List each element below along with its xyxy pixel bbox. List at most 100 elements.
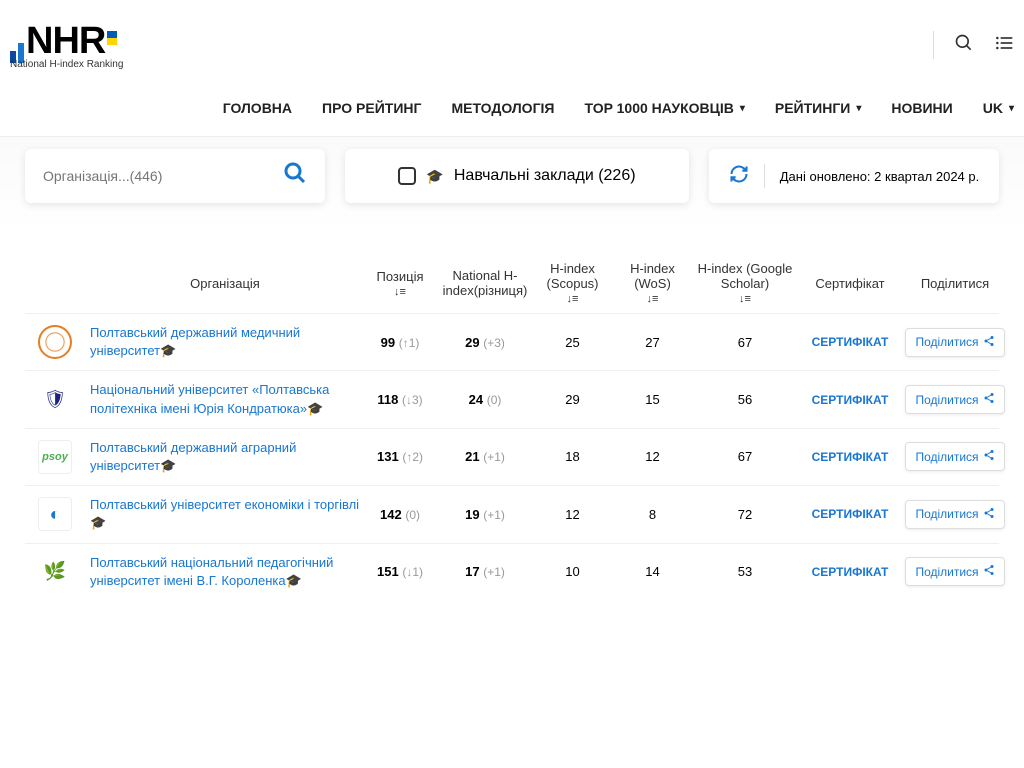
divider [764, 164, 765, 188]
position-cell: 99 (↑1) [365, 335, 435, 350]
nav-methodology[interactable]: МЕТОДОЛОГІЯ [451, 100, 554, 116]
org-logo: ◐ [38, 497, 72, 531]
nhi-cell: 21 (+1) [440, 449, 530, 464]
col-cert: Сертифікат [800, 276, 900, 291]
chevron-down-icon: ▾ [740, 103, 745, 114]
wos-cell: 14 [615, 564, 690, 579]
cert-link[interactable]: СЕРТИФІКАТ [800, 393, 900, 407]
cert-link[interactable]: СЕРТИФІКАТ [800, 565, 900, 579]
chevron-down-icon: ▾ [856, 103, 861, 114]
org-name[interactable]: Національний університет «Полтавська пол… [90, 381, 360, 417]
nhi-cell: 29 (+3) [440, 335, 530, 350]
col-scholar[interactable]: H-index (Google Scholar)↓≡ [695, 261, 795, 305]
edu-filter[interactable]: 🎓 Навчальні заклади (226) [345, 149, 689, 203]
edu-checkbox[interactable] [398, 167, 416, 185]
table-row: 🛡 Національний університет «Полтавська по… [25, 370, 999, 427]
search-box [25, 149, 325, 203]
menu-icon[interactable] [994, 33, 1014, 58]
share-button[interactable]: Поділитися [905, 500, 1005, 529]
position-cell: 118 (↓3) [365, 392, 435, 407]
share-button[interactable]: Поділитися [905, 328, 1005, 357]
org-logo: psoy [38, 440, 72, 474]
search-icon[interactable] [283, 161, 307, 191]
wos-cell: 12 [615, 449, 690, 464]
main-nav: ГОЛОВНА ПРО РЕЙТИНГ МЕТОДОЛОГІЯ TOP 1000… [0, 80, 1024, 136]
share-button[interactable]: Поділитися [905, 442, 1005, 471]
refresh-icon[interactable] [729, 164, 749, 189]
share-icon [983, 449, 995, 464]
logo-subtitle: National H-index Ranking [10, 59, 123, 70]
grad-cap-icon: 🎓 [160, 458, 176, 473]
wos-cell: 8 [615, 507, 690, 522]
share-icon [983, 564, 995, 579]
sort-icon: ↓≡ [647, 293, 659, 305]
table-row: 🌿 Полтавський національний педагогічний у… [25, 543, 999, 600]
org-name[interactable]: Полтавський державний медичний університ… [90, 324, 360, 360]
grad-cap-icon: 🎓 [286, 573, 302, 588]
update-box: Дані оновлено: 2 квартал 2024 р. [709, 149, 999, 203]
search-icon[interactable] [954, 33, 974, 58]
org-name[interactable]: Полтавський університет економіки і торг… [90, 496, 360, 532]
wos-cell: 27 [615, 335, 690, 350]
nav-about[interactable]: ПРО РЕЙТИНГ [322, 100, 421, 116]
scopus-cell: 10 [535, 564, 610, 579]
nhi-cell: 17 (+1) [440, 564, 530, 579]
nav-lang[interactable]: UK▾ [983, 100, 1014, 116]
share-button[interactable]: Поділитися [905, 557, 1005, 586]
share-button[interactable]: Поділитися [905, 385, 1005, 414]
position-cell: 142 (0) [365, 507, 435, 522]
flag-icon [107, 31, 117, 45]
position-cell: 131 (↑2) [365, 449, 435, 464]
nav-top1000[interactable]: TOP 1000 НАУКОВЦІВ▾ [584, 100, 744, 116]
org-name[interactable]: Полтавський національний педагогічний ун… [90, 554, 360, 590]
scopus-cell: 25 [535, 335, 610, 350]
scholar-cell: 53 [695, 564, 795, 579]
search-input[interactable] [43, 168, 243, 184]
grad-cap-icon: 🎓 [426, 168, 443, 185]
cert-link[interactable]: СЕРТИФІКАТ [800, 450, 900, 464]
sort-icon: ↓≡ [394, 286, 406, 298]
table-row: Полтавський державний медичний університ… [25, 313, 999, 370]
col-position[interactable]: Позиція↓≡ [365, 269, 435, 298]
scopus-cell: 12 [535, 507, 610, 522]
col-nhi[interactable]: National H-index(різниця) [440, 268, 530, 298]
nav-news[interactable]: НОВИНИ [891, 100, 952, 116]
table-row: ◐ Полтавський університет економіки і тор… [25, 485, 999, 542]
grad-cap-icon: 🎓 [160, 343, 176, 358]
scholar-cell: 72 [695, 507, 795, 522]
scopus-cell: 18 [535, 449, 610, 464]
nav-ratings[interactable]: РЕЙТИНГИ▾ [775, 100, 862, 116]
scholar-cell: 67 [695, 449, 795, 464]
nhi-cell: 19 (+1) [440, 507, 530, 522]
scopus-cell: 29 [535, 392, 610, 407]
org-logo: 🛡 [38, 383, 72, 417]
cert-link[interactable]: СЕРТИФІКАТ [800, 335, 900, 349]
nav-home[interactable]: ГОЛОВНА [223, 100, 292, 116]
scholar-cell: 56 [695, 392, 795, 407]
col-share: Поділитися [905, 276, 1005, 291]
edu-label: Навчальні заклади (226) [454, 167, 636, 185]
org-name[interactable]: Полтавський державний аграрний університ… [90, 439, 360, 475]
divider [933, 31, 934, 59]
grad-cap-icon: 🎓 [307, 401, 323, 416]
nhi-cell: 24 (0) [440, 392, 530, 407]
col-org[interactable]: Організація [90, 276, 360, 291]
position-cell: 151 (↓1) [365, 564, 435, 579]
col-scopus[interactable]: H-index (Scopus)↓≡ [535, 261, 610, 305]
sort-icon: ↓≡ [739, 293, 751, 305]
logo-text: NHR [26, 20, 105, 63]
share-icon [983, 392, 995, 407]
table-row: psoy Полтавський державний аграрний уніве… [25, 428, 999, 485]
sort-icon: ↓≡ [567, 293, 579, 305]
org-logo: 🌿 [38, 555, 72, 589]
chevron-down-icon: ▾ [1009, 103, 1014, 114]
update-text: Дані оновлено: 2 квартал 2024 р. [780, 169, 979, 184]
cert-link[interactable]: СЕРТИФІКАТ [800, 507, 900, 521]
grad-cap-icon: 🎓 [90, 515, 106, 530]
col-wos[interactable]: H-index (WoS)↓≡ [615, 261, 690, 305]
wos-cell: 15 [615, 392, 690, 407]
share-icon [983, 507, 995, 522]
site-logo[interactable]: NHR National H-index Ranking [10, 20, 123, 70]
org-logo [38, 325, 72, 359]
scholar-cell: 67 [695, 335, 795, 350]
